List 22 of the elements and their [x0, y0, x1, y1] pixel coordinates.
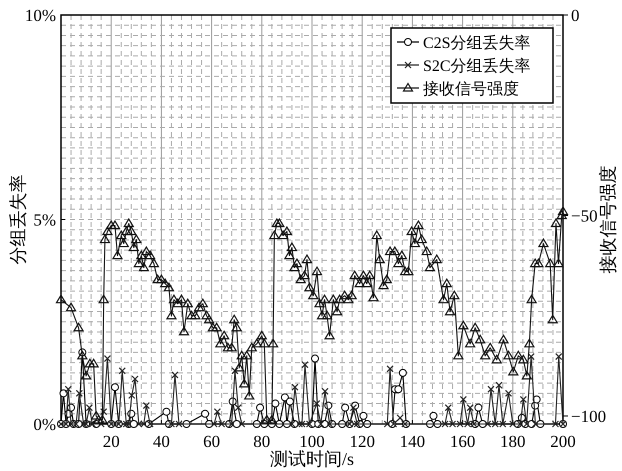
x-tick-label: 120: [349, 432, 375, 451]
y-tick-label: 10%: [24, 6, 56, 25]
x-tick-label: 200: [550, 432, 576, 451]
y-tick-label: 5%: [33, 210, 56, 230]
y2-axis-title: 接收信号强度: [598, 166, 618, 274]
y2-tick-label: −100: [571, 406, 606, 426]
x-tick-label: 60: [203, 432, 220, 451]
legend-label: 接收信号强度: [423, 80, 519, 98]
y-tick-label: 0%: [33, 415, 56, 434]
y2-tick-label: −50: [571, 206, 598, 226]
x-tick-label: 40: [152, 432, 170, 451]
x-tick-label: 140: [400, 432, 426, 451]
x-tick-label: 80: [253, 432, 270, 451]
y-axis-title: 分组丢失率: [8, 174, 28, 264]
x-tick-label: 180: [500, 432, 526, 451]
x-tick-label: 160: [450, 432, 476, 451]
legend-label: C2S分组丢失率: [423, 34, 531, 52]
legend-label: S2C分组丢失率: [423, 57, 531, 75]
y2-tick-label: 0: [571, 6, 580, 25]
x-tick-label: 20: [102, 432, 120, 451]
x-axis-title: 测试时间/s: [270, 449, 354, 469]
x-tick-label: 100: [299, 432, 325, 451]
